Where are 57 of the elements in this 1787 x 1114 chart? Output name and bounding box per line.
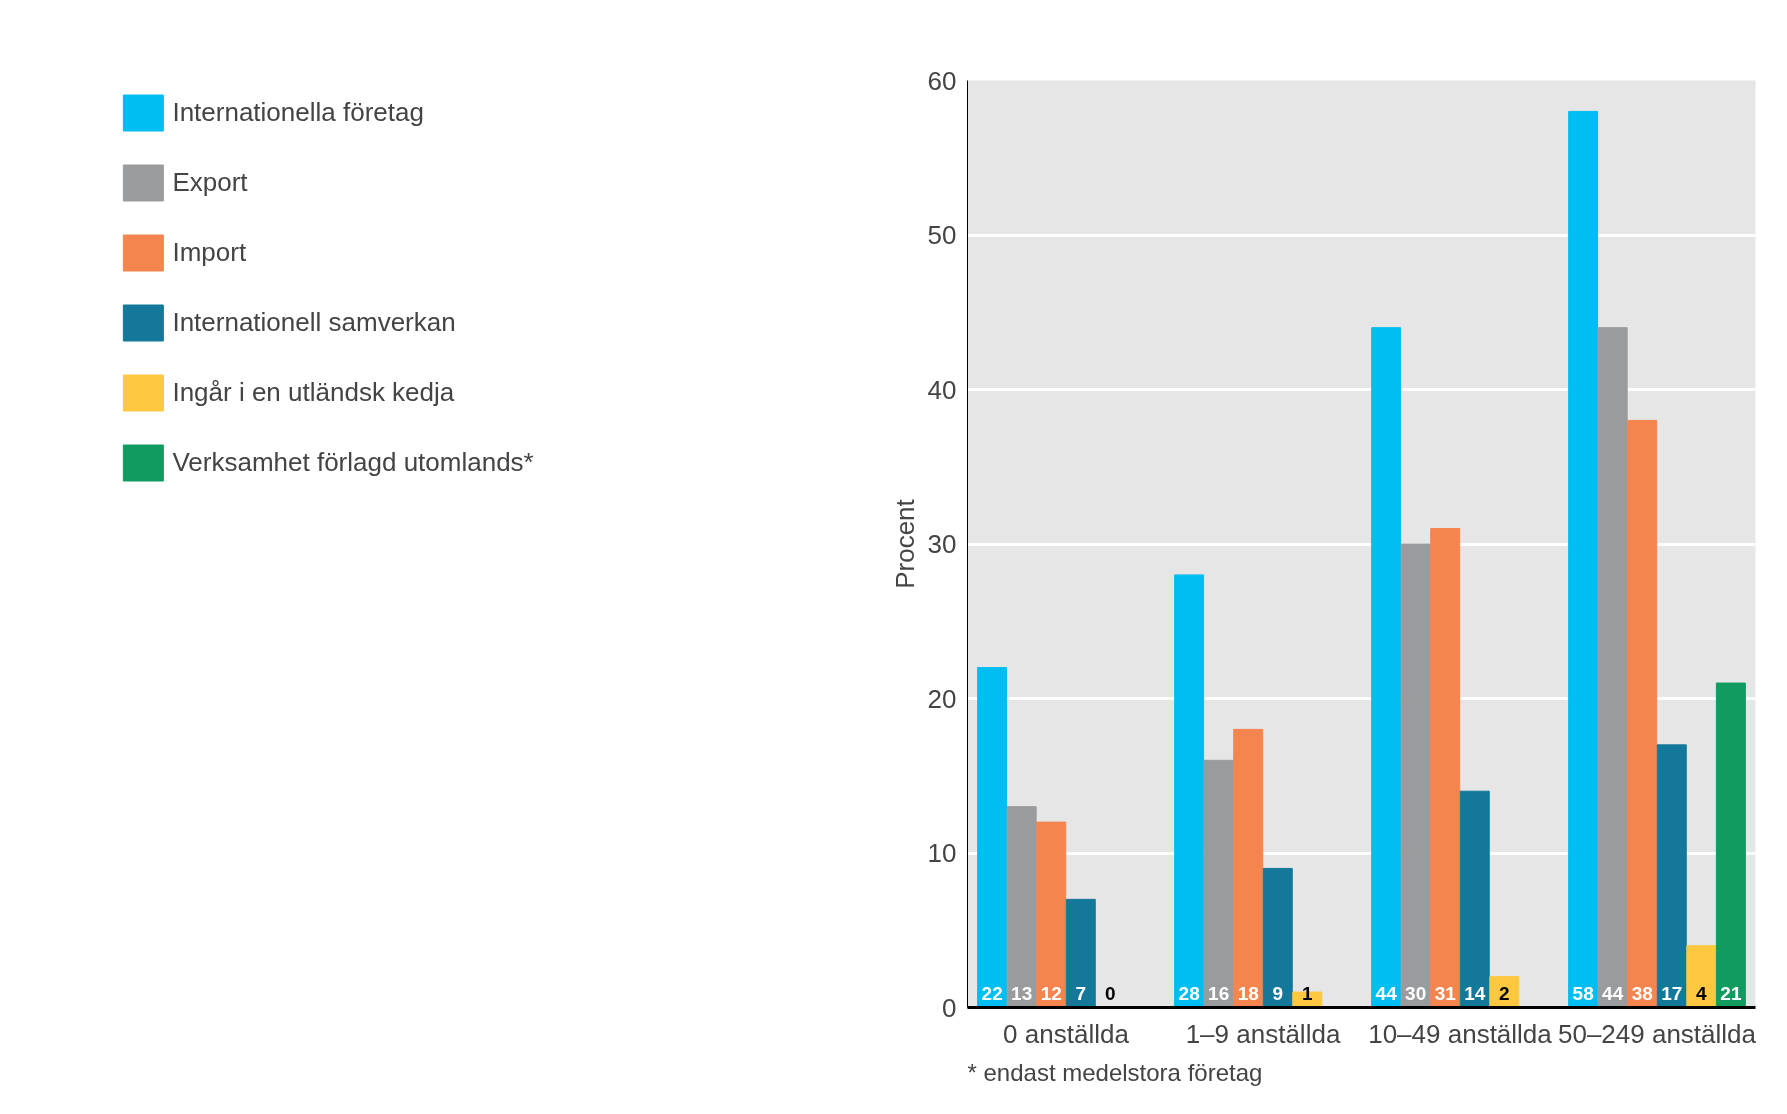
data-label: 38 bbox=[1631, 982, 1653, 1004]
y-tick-label: 40 bbox=[927, 374, 957, 405]
bar bbox=[1233, 728, 1264, 1008]
x-tick-label: 1–9 anställda bbox=[1185, 1018, 1341, 1049]
data-label: 14 bbox=[1464, 982, 1486, 1004]
legend-label: Internationell samverkan bbox=[172, 307, 456, 338]
data-label: 44 bbox=[1375, 982, 1398, 1004]
bar bbox=[977, 667, 1008, 1008]
data-label: 28 bbox=[1178, 982, 1200, 1004]
data-label: 7 bbox=[1075, 982, 1087, 1004]
y-tick-label: 10 bbox=[927, 838, 957, 868]
legend-label: Export bbox=[172, 167, 248, 198]
bar bbox=[1006, 806, 1037, 1008]
bar bbox=[1656, 744, 1687, 1008]
y-tick-label: 60 bbox=[927, 65, 957, 96]
legend-label: Verksamhet förlagd utomlands* bbox=[172, 447, 534, 478]
data-label: 58 bbox=[1572, 982, 1594, 1004]
data-label: 22 bbox=[981, 982, 1003, 1004]
data-label: 30 bbox=[1405, 982, 1427, 1004]
bar bbox=[1262, 867, 1293, 1008]
bar bbox=[1371, 327, 1402, 1008]
x-tick-label: 50–249 anställda bbox=[1557, 1018, 1757, 1049]
y-tick-label: 0 bbox=[942, 992, 957, 1023]
data-label: 44 bbox=[1602, 982, 1624, 1004]
bar bbox=[1036, 821, 1067, 1008]
data-label: 4 bbox=[1696, 982, 1708, 1004]
bar bbox=[1065, 898, 1096, 1008]
bar bbox=[1174, 574, 1205, 1008]
y-tick-label: 50 bbox=[927, 220, 957, 250]
bar bbox=[1459, 790, 1490, 1008]
data-label: 17 bbox=[1661, 982, 1683, 1004]
bar bbox=[1715, 682, 1746, 1008]
bar bbox=[1568, 110, 1599, 1008]
data-label: 12 bbox=[1040, 982, 1062, 1004]
bar bbox=[1400, 543, 1431, 1008]
y-tick-label: 30 bbox=[927, 529, 957, 559]
y-tick-label: 20 bbox=[927, 683, 957, 714]
data-label: 21 bbox=[1720, 982, 1742, 1004]
x-tick-label: 0 anställda bbox=[1003, 1018, 1130, 1049]
data-label: 0 bbox=[1105, 982, 1116, 1004]
legend-label: Internationella företag bbox=[172, 97, 424, 128]
bar bbox=[1597, 327, 1628, 1008]
bar bbox=[1430, 528, 1461, 1008]
bar bbox=[1686, 945, 1717, 1008]
data-label: 2 bbox=[1499, 982, 1510, 1004]
data-label: 31 bbox=[1434, 982, 1457, 1004]
data-label: 13 bbox=[1011, 982, 1033, 1004]
bar bbox=[1627, 419, 1658, 1008]
legend-label: Ingår i en utländsk kedja bbox=[172, 377, 455, 408]
data-label: 16 bbox=[1208, 982, 1230, 1004]
data-label: 9 bbox=[1272, 982, 1284, 1004]
x-tick-label: 10–49 anställda bbox=[1368, 1018, 1553, 1049]
legend-label: Import bbox=[172, 237, 247, 268]
bar bbox=[1203, 759, 1234, 1008]
text: * endast medelstora företag bbox=[967, 1058, 1263, 1086]
data-label: 18 bbox=[1237, 982, 1259, 1004]
y-axis-title: Procent bbox=[889, 498, 920, 589]
